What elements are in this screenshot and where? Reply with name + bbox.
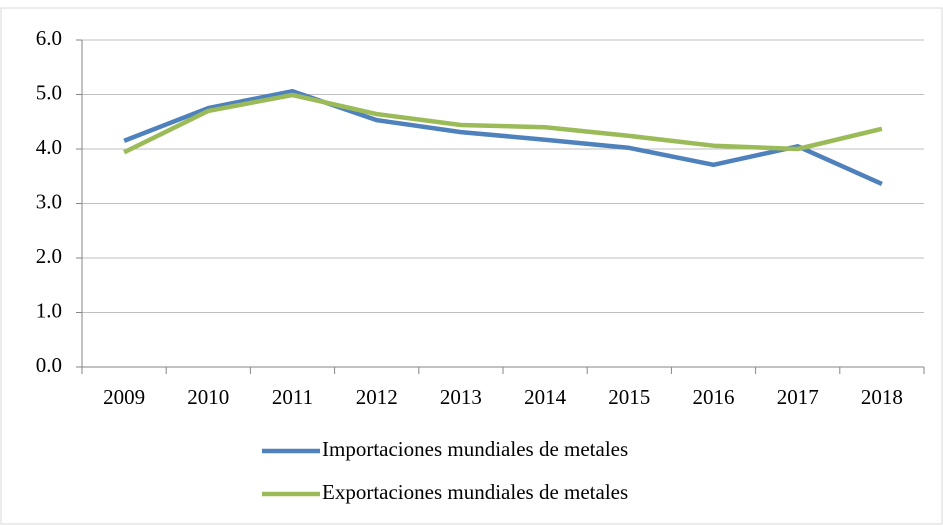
x-tick-label: 2018 bbox=[861, 385, 903, 409]
series-line bbox=[123, 88, 883, 186]
x-tick-label: 2012 bbox=[356, 385, 398, 409]
y-tick-label: 2.0 bbox=[36, 244, 62, 268]
series-line bbox=[123, 92, 883, 155]
x-tick-label: 2016 bbox=[693, 385, 735, 409]
x-tick-label: 2011 bbox=[272, 385, 313, 409]
x-tick-label: 2013 bbox=[440, 385, 482, 409]
y-tick-label: 5.0 bbox=[36, 80, 62, 104]
x-tick-label: 2010 bbox=[187, 385, 229, 409]
legend-label: Importaciones mundiales de metales bbox=[322, 437, 628, 461]
y-tick-label: 1.0 bbox=[36, 298, 62, 322]
legend-label: Exportaciones mundiales de metales bbox=[322, 480, 628, 504]
y-tick-label: 4.0 bbox=[36, 135, 62, 159]
x-tick-label: 2009 bbox=[103, 385, 145, 409]
x-tick-label: 2014 bbox=[524, 385, 567, 409]
x-tick-label: 2015 bbox=[608, 385, 650, 409]
y-tick-label: 3.0 bbox=[36, 189, 62, 213]
y-tick-label: 6.0 bbox=[36, 26, 62, 50]
y-tick-label: 0.0 bbox=[36, 353, 62, 377]
x-tick-label: 2017 bbox=[777, 385, 819, 409]
